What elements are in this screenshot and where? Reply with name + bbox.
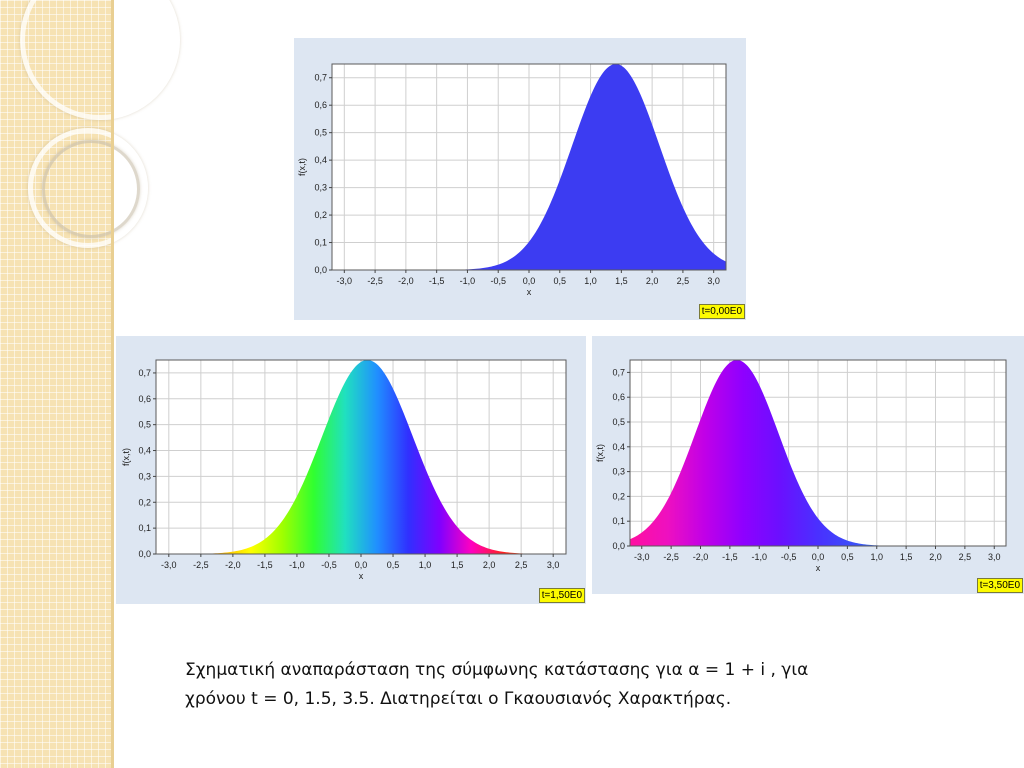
x-tick-label: 3,0 [988, 552, 1001, 562]
time-label-badge: t=0,00E0 [698, 304, 745, 319]
chart-panel-t0: -3,0 -2,5 -2,0 -1,5 -1,0 -0,5 0,0 0,5 1,0 1,5 2,0 2… [294, 38, 746, 320]
x-tick-label: -2,5 [193, 560, 209, 570]
x-tick-label: 3,0 [547, 560, 560, 570]
x-tick-label: 0,5 [387, 560, 400, 570]
x-axis-label: x [527, 287, 532, 297]
x-tick-label: 1,5 [615, 276, 628, 286]
x-tick-label: 3,0 [707, 276, 720, 286]
x-tick-label: -1,5 [429, 276, 445, 286]
y-tick-label: 0,5 [314, 128, 327, 138]
x-tick-label: 0,5 [554, 276, 567, 286]
x-axis-label: x [816, 563, 821, 573]
chart-t1: -3,0 -2,5 -2,0 -1,5 -1,0 -0,5 0,0 0,5 1,0 1,5 2,0 2… [121, 359, 567, 581]
chart-panel-t2: -3,0 -2,5 -2,0 -1,5 -1,0 -0,5 0,0 0,5 1,0 1,5 2,0 2… [592, 336, 1024, 594]
y-tick-label: 0,6 [314, 100, 327, 110]
x-tick-label: 2,0 [646, 276, 659, 286]
chart-t2: -3,0 -2,5 -2,0 -1,5 -1,0 -0,5 0,0 0,5 1,0 1,5 2,0 2… [595, 359, 1007, 573]
time-label-badge: t=3,50E0 [976, 578, 1023, 593]
decorative-ring [42, 140, 140, 238]
x-tick-label: -2,5 [367, 276, 383, 286]
y-tick-label: 0,4 [612, 442, 625, 452]
x-tick-label: 0,0 [812, 552, 825, 562]
x-tick-label: -0,5 [490, 276, 506, 286]
x-tick-label: 1,0 [870, 552, 883, 562]
y-axis-label: f(x,t) [297, 158, 307, 176]
caption-line-1: Σχηματική αναπαράσταση της σύμφωνης κατά… [185, 660, 809, 680]
x-axis-label: x [359, 571, 364, 581]
x-tick-label: -3,0 [634, 552, 650, 562]
y-tick-label: 0,2 [314, 210, 327, 220]
x-tick-label: -2,0 [225, 560, 241, 570]
density-area [332, 64, 726, 270]
x-tick-label: -1,5 [257, 560, 273, 570]
x-tick-label: -1,0 [289, 560, 305, 570]
y-tick-label: 0,2 [612, 491, 625, 501]
x-tick-label: -2,0 [693, 552, 709, 562]
x-tick-label: 2,5 [515, 560, 528, 570]
density-area [630, 360, 1006, 546]
chart-panel-t1: -3,0 -2,5 -2,0 -1,5 -1,0 -0,5 0,0 0,5 1,0 1,5 2,0 2… [116, 336, 586, 604]
x-tick-label: 2,5 [677, 276, 690, 286]
chart-t0: -3,0 -2,5 -2,0 -1,5 -1,0 -0,5 0,0 0,5 1,0 1,5 2,0 2… [297, 63, 727, 297]
x-tick-label: 2,5 [959, 552, 972, 562]
x-tick-label: 1,5 [451, 560, 464, 570]
y-tick-label: 0,4 [138, 446, 151, 456]
decorative-side-strip [0, 0, 180, 768]
y-axis-label: f(x,t) [121, 448, 131, 466]
caption-line-2: χρόνου t = 0, 1.5, 3.5. Διατηρείται ο Γκ… [185, 689, 732, 709]
y-tick-label: 0,0 [138, 549, 151, 559]
y-tick-label: 0,7 [612, 367, 625, 377]
x-tick-label: -3,0 [161, 560, 177, 570]
x-tick-label: 2,0 [483, 560, 496, 570]
x-tick-label: -3,0 [337, 276, 353, 286]
y-tick-label: 0,3 [314, 183, 327, 193]
x-tick-label: -1,5 [722, 552, 738, 562]
time-label-badge: t=1,50E0 [538, 588, 585, 603]
y-tick-label: 0,6 [138, 394, 151, 404]
figure-caption: Σχηματική αναπαράσταση της σύμφωνης κατά… [185, 656, 985, 714]
x-tick-label: -0,5 [781, 552, 797, 562]
y-tick-label: 0,5 [138, 420, 151, 430]
x-tick-label: -1,0 [460, 276, 476, 286]
decorative-ring [20, 0, 180, 120]
x-tick-label: 0,0 [523, 276, 536, 286]
y-tick-label: 0,1 [612, 516, 625, 526]
y-tick-label: 0,7 [138, 368, 151, 378]
y-tick-label: 0,0 [612, 541, 625, 551]
x-tick-label: -0,5 [321, 560, 337, 570]
decorative-ring [28, 128, 148, 248]
y-tick-label: 0,3 [612, 467, 625, 477]
density-area [156, 360, 566, 554]
x-tick-label: 2,0 [929, 552, 942, 562]
y-tick-label: 0,6 [612, 392, 625, 402]
x-tick-label: 0,0 [355, 560, 368, 570]
x-tick-label: 1,0 [584, 276, 597, 286]
y-tick-label: 0,3 [138, 471, 151, 481]
y-tick-label: 0,2 [138, 497, 151, 507]
y-tick-label: 0,1 [138, 523, 151, 533]
y-tick-label: 0,5 [612, 417, 625, 427]
x-tick-label: -2,0 [398, 276, 414, 286]
y-tick-label: 0,7 [314, 73, 327, 83]
y-tick-label: 0,0 [314, 265, 327, 275]
x-tick-label: -2,5 [663, 552, 679, 562]
x-tick-label: 1,0 [419, 560, 432, 570]
x-tick-label: 0,5 [841, 552, 854, 562]
y-tick-label: 0,4 [314, 155, 327, 165]
x-tick-label: 1,5 [900, 552, 913, 562]
y-axis-label: f(x,t) [595, 444, 605, 462]
x-tick-label: -1,0 [751, 552, 767, 562]
y-tick-label: 0,1 [314, 238, 327, 248]
